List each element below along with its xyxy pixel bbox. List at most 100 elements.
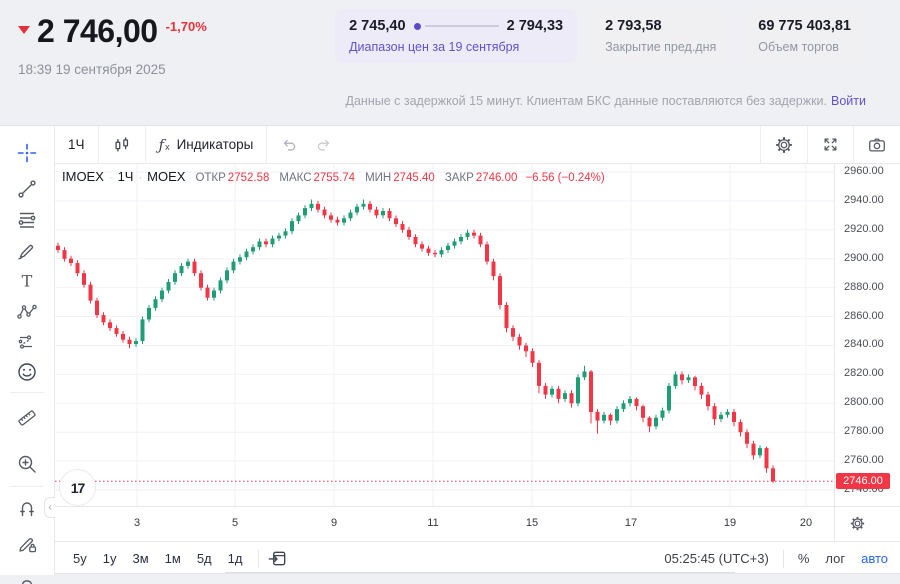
gear-icon [774,135,794,155]
redo-button[interactable] [312,126,346,164]
tradingview-watermark[interactable]: 17 [59,469,96,506]
partial-circle-icon [21,580,33,584]
range-button-1y[interactable]: 1y [102,551,117,566]
range-button-5д[interactable]: 5д [196,551,212,566]
interval-button[interactable]: 1Ч [55,126,98,164]
undo-button[interactable] [267,126,312,164]
time-axis-label: 5 [231,517,239,529]
indicators-label: Индикаторы [176,137,254,152]
range-button-5y[interactable]: 5y [73,551,87,566]
chart-style-button[interactable] [99,126,145,164]
legend-open-label: ОТКР [195,172,226,184]
toolbar-separator [266,125,268,164]
toolbar-separator [144,125,146,164]
axis-corner-divider [834,507,835,542]
emoji-tool-button[interactable] [0,361,54,383]
auto-scale-button[interactable]: авто [861,551,888,566]
fib-tool-button[interactable] [0,209,54,231]
camera-icon [867,135,887,155]
toolbar-collapse-button[interactable]: ‹ [44,497,55,518]
emoji-icon [18,363,36,381]
price-axis-label: 2960.00 [844,165,884,177]
axis-settings-button[interactable] [849,515,866,532]
legend-symbol[interactable]: IMOEX [62,169,104,184]
legend-exchange[interactable]: MOEX [147,169,186,184]
lock-drawings-button[interactable] [0,533,54,555]
fx-icon: ƒ [158,135,165,154]
prev-close-label: Закрытие пред.дня [605,40,717,54]
login-link[interactable]: Войти [831,94,866,108]
time-axis[interactable]: 3 5 9 11 15 17 19 20 [55,506,900,542]
text-tool-button[interactable]: T [0,270,54,292]
crosshair-tool-button[interactable] [0,142,54,164]
forecast-tool-button[interactable] [0,331,54,353]
fib-lines-icon [18,212,36,228]
legend-interval[interactable]: 1Ч [117,169,134,184]
log-scale-button[interactable]: лог [825,551,846,566]
go-to-date-button[interactable] [267,548,288,569]
trend-line-icon [18,180,36,198]
clock[interactable]: 05:25:45 (UTC+3) [664,551,769,566]
volume-value: 69 775 403,81 [758,18,851,34]
undo-icon [280,135,299,154]
forecast-icon [18,335,32,349]
price-axis-label: 2780.00 [844,425,884,438]
magnet-tool-button[interactable] [0,497,54,519]
time-axis-label: 11 [427,517,439,529]
range-position-dot-icon [413,22,421,30]
chart-settings-button[interactable] [761,126,807,164]
gear-icon [850,516,865,531]
delay-notice: Данные с задержкой 15 минут. Клиентам БК… [346,94,866,108]
bottom-bar-separator [258,549,260,568]
toolbar-separator [10,486,44,487]
range-button-1м[interactable]: 1м [164,551,181,566]
range-button-3м[interactable]: 3м [132,551,149,566]
candles-icon [112,135,132,155]
time-axis-label: 15 [525,517,539,529]
price-axis-label: 2840.00 [844,338,884,351]
crosshair-icon [17,143,37,163]
current-price: 2 746,00 [37,13,158,49]
legend-high-value: 2755.74 [313,172,356,184]
volume-card: 69 775 403,81 Объем торгов [744,9,865,63]
price-axis-label: 2940.00 [844,193,884,206]
brush-tool-button[interactable] [0,239,54,261]
toolbar-separator [10,392,44,393]
bottom-bar-separator [782,549,784,568]
more-tools-button[interactable] [0,562,54,584]
legend-high-label: МАКС [279,172,312,184]
price-axis[interactable]: 2960.00 2940.00 2920.00 2900.00 2880.00 2860.… [834,164,900,506]
price-axis-label: 2800.00 [844,396,884,409]
fullscreen-button[interactable] [808,126,853,164]
quote-header: 2 746,00 -1,70% 18:39 19 сентября 2025 2… [0,0,900,125]
go-to-date-icon [269,551,286,566]
legend-separator: · [108,172,113,184]
prev-close-card: 2 793,58 Закрытие пред.дня [591,9,731,63]
legend-close-value: 2746.00 [475,172,518,184]
legend-low-label: МИН [365,172,392,184]
trend-line-tool-button[interactable] [0,178,54,200]
range-card-label: Диапазон цен за 19 сентября [349,40,520,54]
legend-change: −6.56 (−0.24%) [525,172,605,184]
chart-plot-area[interactable]: IMOEX · 1Ч · MOEX ОТКР 2752.58 МАКС 2755… [55,164,834,506]
pattern-tool-button[interactable] [0,301,54,323]
fullscreen-icon [821,135,840,154]
percent-scale-button[interactable]: % [797,551,810,566]
delay-notice-text: Данные с задержкой 15 минут. Клиентам БК… [345,94,828,108]
price-change-percent: -1,70% [165,19,207,34]
snapshot-button[interactable] [854,126,900,164]
redo-icon [314,135,333,154]
measure-tool-button[interactable] [0,407,54,429]
prev-close-value: 2 793,58 [605,18,662,34]
magnet-icon [20,502,34,517]
toolbar-separator [853,125,854,164]
range-button-1д[interactable]: 1д [227,551,243,566]
zoom-in-tool-button[interactable] [0,453,54,475]
text-icon: T [22,272,33,291]
legend-low-value: 2745.40 [393,172,435,184]
price-range-card: 2 745,40 2 794,33 Диапазон цен за 19 сен… [335,9,578,63]
legend-close-label: ЗАКР [444,172,474,184]
day-high-value: 2 794,33 [506,18,564,34]
